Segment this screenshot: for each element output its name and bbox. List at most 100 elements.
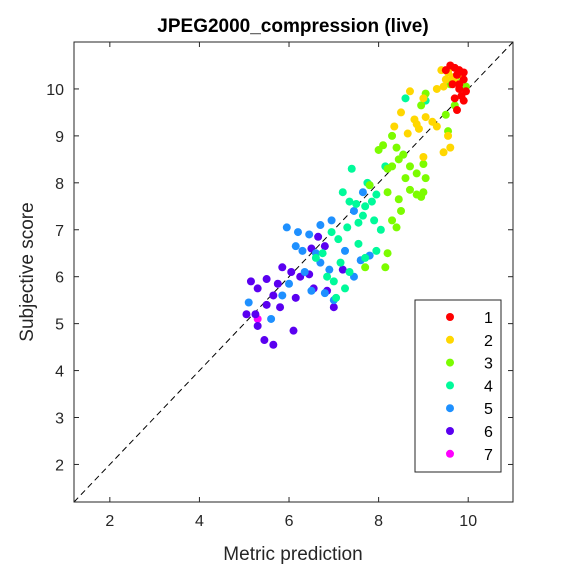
legend-marker-2 (446, 335, 454, 344)
data-point-series-2 (444, 131, 453, 140)
data-point-series-6 (242, 310, 251, 319)
data-point-series-3 (388, 216, 397, 225)
data-point-series-3 (441, 110, 450, 119)
data-point-series-2 (405, 87, 414, 96)
data-point-series-1 (448, 80, 457, 89)
data-point-series-2 (419, 94, 428, 103)
data-point-series-4 (354, 239, 363, 248)
data-point-series-5 (285, 279, 294, 288)
ticks-layer: 2 4 6 8 10 2 3 4 5 6 7 8 9 10 (46, 42, 513, 530)
data-point-series-6 (253, 321, 262, 330)
data-point-series-5 (300, 268, 309, 276)
chart-title: JPEG2000_compression (live) (157, 16, 428, 37)
data-point-series-6 (262, 275, 271, 284)
data-point-series-5 (349, 206, 358, 215)
data-point-series-6 (338, 265, 347, 274)
data-point-series-4 (354, 218, 363, 227)
data-point-series-2 (432, 122, 441, 131)
data-point-series-1 (450, 94, 459, 103)
data-point-series-6 (329, 303, 338, 312)
data-point-series-3 (392, 223, 401, 232)
legend-marker-3 (446, 358, 454, 367)
data-point-series-3 (417, 101, 426, 110)
data-point-series-3 (394, 195, 403, 204)
legend-label-4: 4 (484, 378, 493, 395)
data-point-series-3 (394, 155, 403, 164)
data-point-series-3 (397, 206, 406, 215)
data-point-series-4 (345, 197, 354, 206)
data-point-series-6 (314, 232, 323, 241)
data-point-series-5 (341, 246, 350, 255)
data-point-series-4 (372, 190, 381, 199)
data-point-series-3 (374, 145, 383, 154)
data-point-series-2 (397, 108, 406, 117)
data-point-series-2 (414, 124, 423, 133)
y-tick-label: 9 (55, 129, 64, 146)
data-point-series-1 (453, 106, 462, 115)
data-point-series-4 (323, 272, 332, 281)
data-point-series-3 (405, 162, 414, 171)
data-point-series-5 (291, 242, 300, 251)
data-point-series-6 (273, 279, 282, 288)
data-point-series-4 (401, 94, 410, 103)
data-point-series-1 (459, 96, 468, 105)
data-point-series-4 (332, 293, 341, 302)
y-tick-label: 6 (55, 270, 64, 287)
data-point-series-6 (246, 277, 255, 286)
data-point-series-4 (372, 246, 381, 255)
y-tick-label: 2 (55, 457, 64, 474)
x-tick-label: 2 (105, 513, 114, 530)
data-point-series-5 (298, 246, 307, 255)
data-point-series-4 (341, 284, 350, 293)
data-point-series-6 (287, 268, 296, 276)
x-tick-label: 10 (459, 513, 477, 530)
data-point-series-4 (370, 216, 379, 225)
data-point-series-6 (276, 303, 285, 312)
legend-label-7: 7 (484, 447, 493, 464)
legend-box (414, 299, 502, 473)
data-point-series-6 (269, 291, 278, 300)
data-point-series-3 (405, 185, 414, 194)
data-point-series-2 (421, 113, 430, 122)
legend-marker-1 (446, 313, 454, 321)
data-point-series-1 (455, 80, 464, 89)
data-point-series-5 (278, 291, 287, 300)
data-point-series-2 (441, 75, 450, 84)
data-point-series-2 (390, 122, 399, 131)
legend-marker-6 (446, 427, 454, 435)
data-point-series-6 (320, 242, 329, 251)
y-axis-label: Subjective score (17, 202, 38, 341)
data-point-series-5 (293, 228, 302, 237)
data-point-series-4 (329, 277, 338, 286)
data-point-series-5 (282, 223, 291, 232)
data-point-series-4 (334, 235, 343, 244)
data-point-series-5 (358, 188, 367, 197)
data-point-series-4 (367, 197, 376, 206)
legend-label-3: 3 (484, 356, 493, 373)
data-point-series-6 (262, 300, 271, 309)
legend-label-1: 1 (484, 310, 493, 327)
data-point-series-3 (419, 160, 428, 169)
data-point-series-3 (401, 174, 410, 183)
data-point-series-5 (244, 298, 253, 307)
data-point-series-2 (432, 84, 441, 93)
y-tick-label: 10 (46, 82, 64, 99)
data-point-series-3 (361, 263, 370, 272)
legend-marker-7 (446, 449, 454, 458)
x-axis-label: Metric prediction (223, 544, 362, 565)
data-point-series-2 (419, 153, 428, 161)
data-point-series-6 (291, 293, 300, 302)
x-tick-label: 8 (374, 513, 383, 530)
y-tick-label: 3 (55, 411, 64, 428)
data-point-series-6 (289, 326, 298, 335)
legend-marker-5 (446, 404, 454, 413)
data-point-series-6 (260, 336, 269, 345)
data-point-series-4 (361, 253, 370, 262)
data-point-series-6 (269, 340, 278, 349)
data-point-series-2 (439, 82, 448, 91)
legend-marker-4 (446, 381, 454, 390)
y-tick-label: 4 (55, 364, 64, 381)
data-point-series-4 (343, 223, 352, 232)
data-point-series-2 (439, 148, 448, 157)
